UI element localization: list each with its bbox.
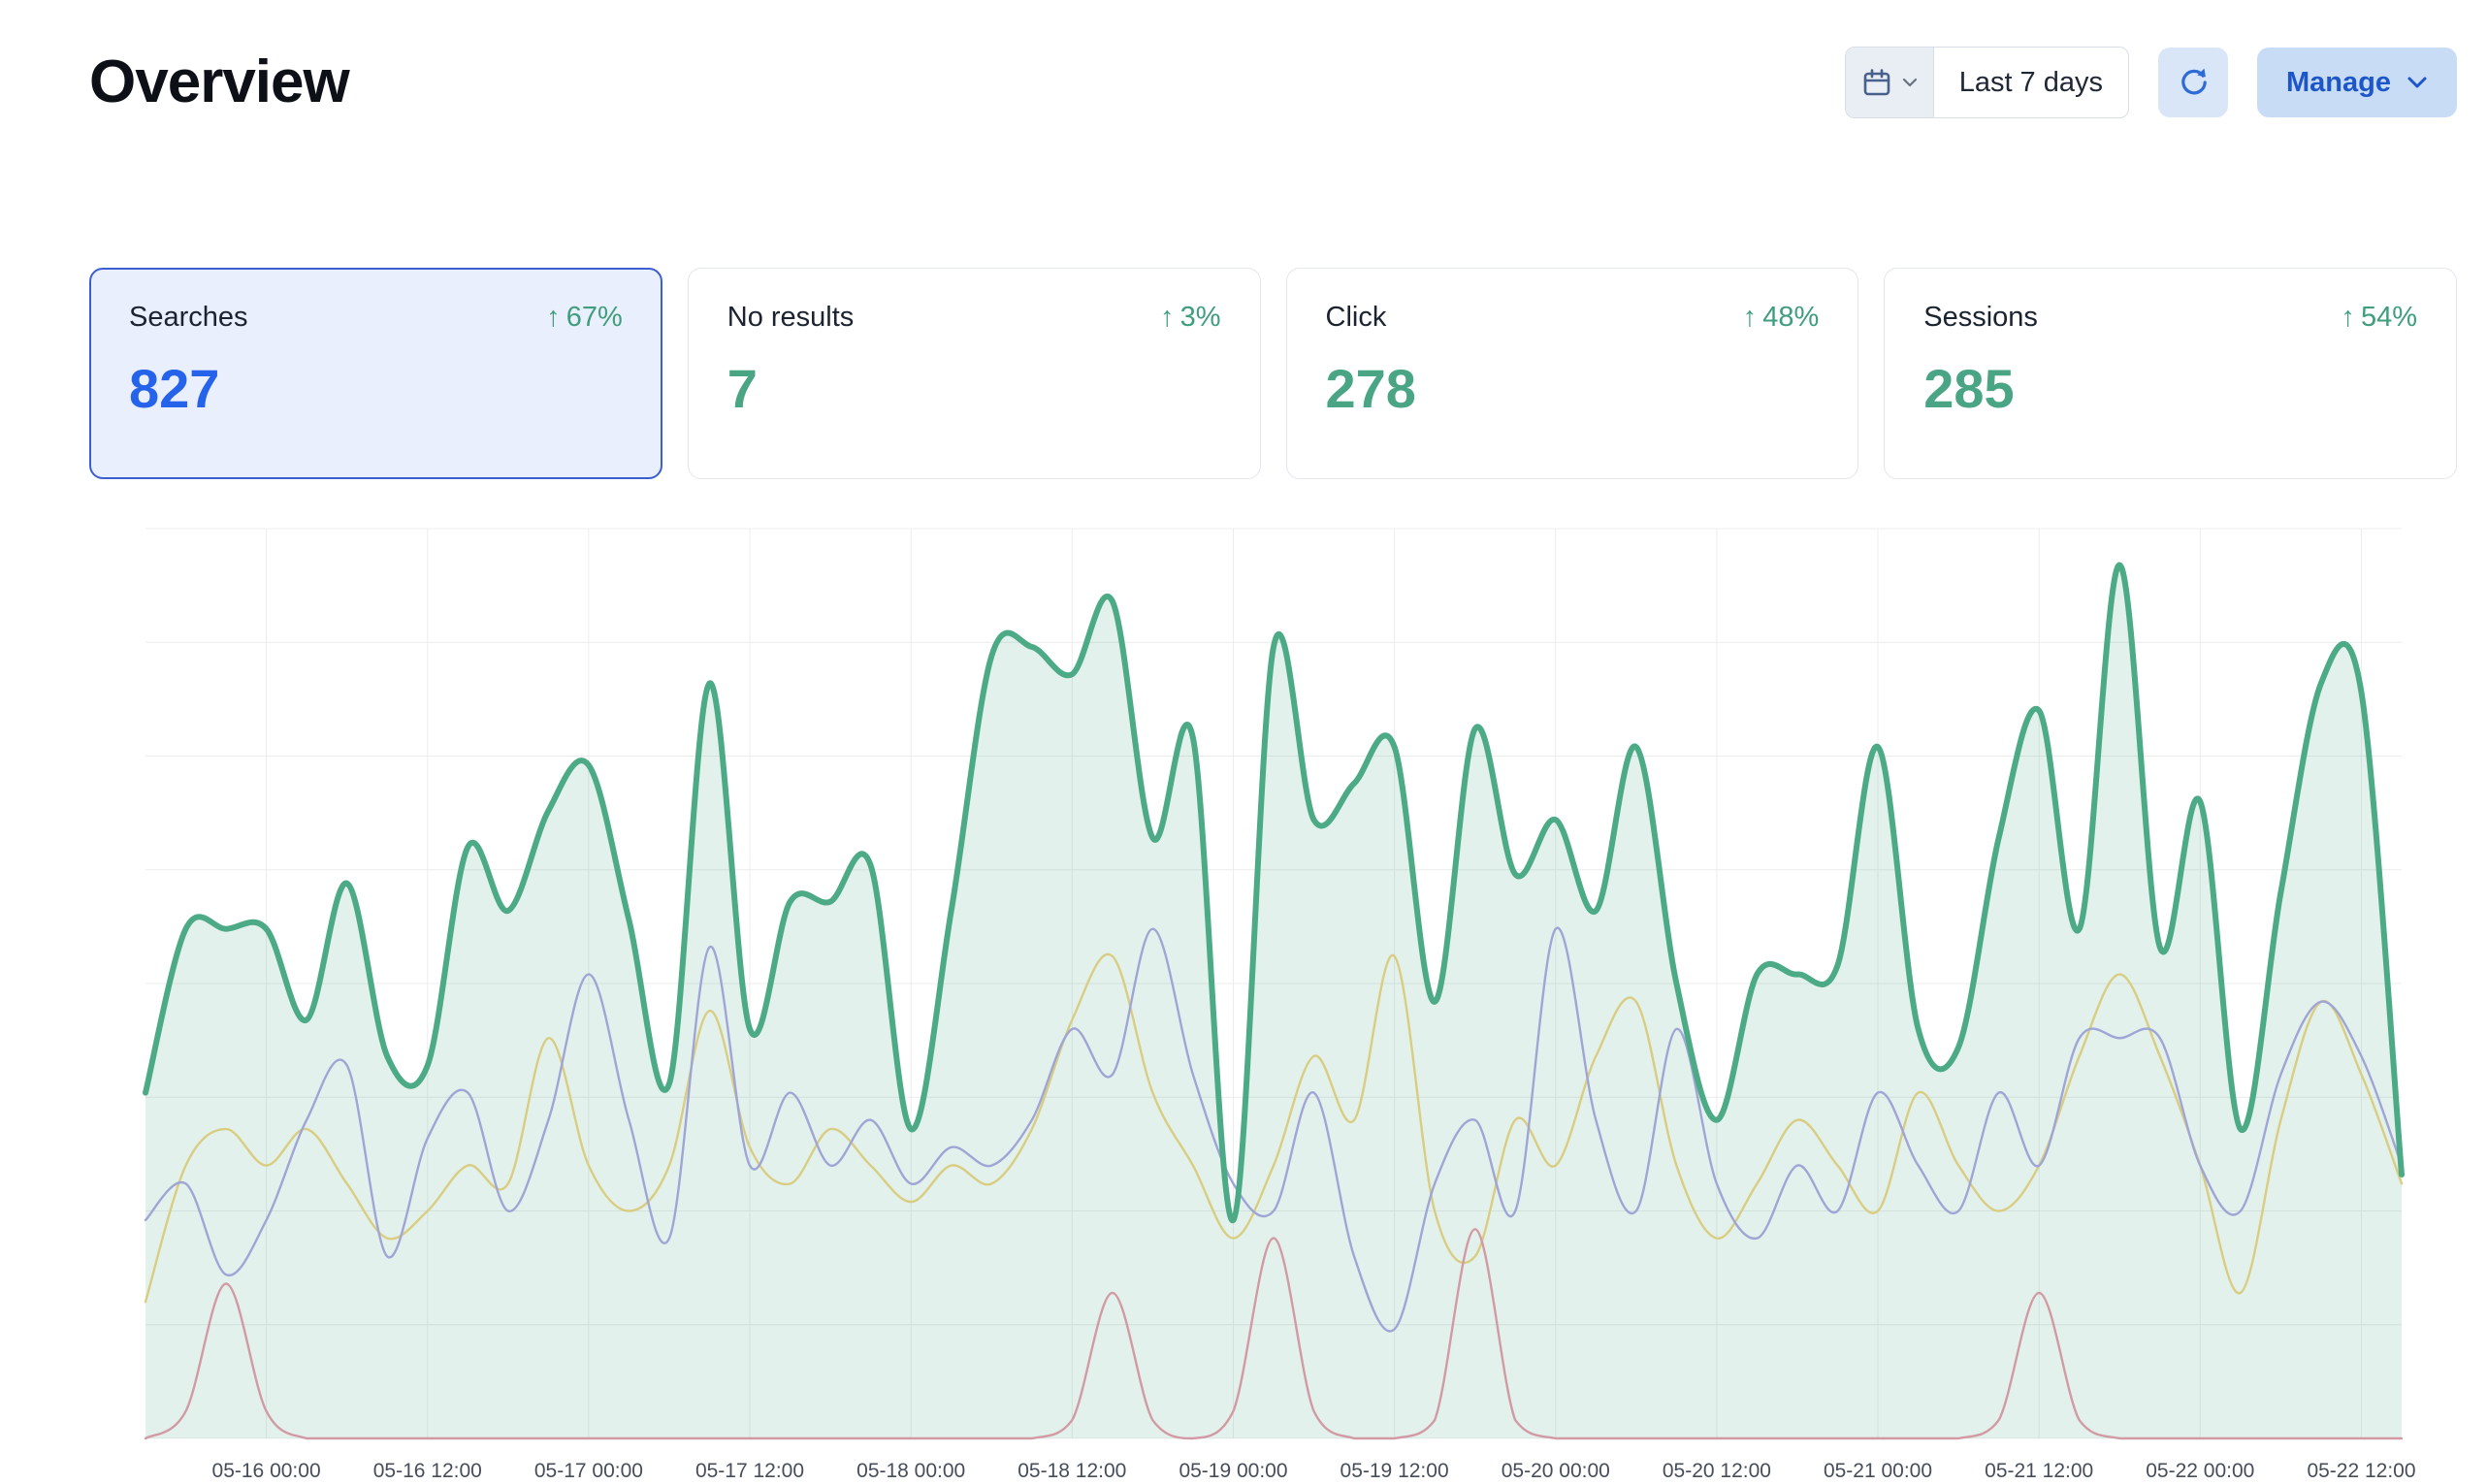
toolbar: Last 7 days Manage <box>1844 47 2457 118</box>
stat-card-sessions[interactable]: Sessions ↑ 54% 285 <box>1884 268 2457 479</box>
stat-card-searches[interactable]: Searches ↑ 67% 827 <box>89 268 662 479</box>
x-axis-tick-label: 05-21 12:00 <box>1985 1460 2093 1482</box>
trend-up-icon: ↑ <box>546 302 561 333</box>
trend-up-icon: ↑ <box>1742 302 1758 333</box>
page-title: Overview <box>89 48 350 115</box>
x-axis-tick-label: 05-18 12:00 <box>1017 1460 1126 1482</box>
series-area-Searches <box>145 565 2402 1438</box>
x-axis-tick-label: 05-22 12:00 <box>2307 1460 2415 1482</box>
stat-cards: Searches ↑ 67% 827 No results ↑ 3% 7 Cli… <box>0 268 2487 479</box>
x-axis-tick-label: 05-17 00:00 <box>534 1460 643 1482</box>
stat-card-delta: ↑ 48% <box>1743 302 1820 334</box>
x-axis-tick-label: 05-22 00:00 <box>2146 1460 2254 1482</box>
x-axis-tick-label: 05-19 12:00 <box>1340 1460 1449 1482</box>
x-axis-tick-label: 05-20 12:00 <box>1663 1460 1771 1482</box>
x-axis-tick-label: 05-19 00:00 <box>1179 1460 1287 1482</box>
stat-card-label: Click <box>1325 302 1387 333</box>
date-range-picker[interactable]: Last 7 days <box>1844 47 2130 118</box>
refresh-button[interactable] <box>2158 48 2229 117</box>
x-axis-tick-label: 05-16 00:00 <box>212 1460 321 1482</box>
calendar-icon <box>1861 67 1892 98</box>
stat-card-label: Searches <box>129 302 248 333</box>
series-line-Sessions <box>144 926 2404 1333</box>
analytics-chart: 05-16 00:00 05-16 12:00 05-17 00:00 05-17 1… <box>143 528 2416 1482</box>
stat-card-label: Sessions <box>1923 302 2038 333</box>
chart-container: 05-16 00:00 05-16 12:00 05-17 00:00 05-17 1… <box>143 528 2487 1484</box>
chevron-down-icon <box>1902 78 1918 87</box>
stat-card-value: 278 <box>1325 358 1416 419</box>
x-axis-labels: 05-16 00:00 05-16 12:00 05-17 00:00 05-17 1… <box>212 1460 2416 1482</box>
date-range-calendar-button[interactable] <box>1845 48 1934 117</box>
stat-card-label: No results <box>727 302 855 333</box>
manage-button[interactable]: Manage <box>2257 48 2457 117</box>
stat-card-value: 7 <box>727 358 758 419</box>
x-axis-tick-label: 05-17 12:00 <box>695 1460 804 1482</box>
date-range-label[interactable]: Last 7 days <box>1958 66 2104 98</box>
series-line-No results <box>144 1228 2404 1440</box>
page-header: Overview Last 7 days <box>0 0 2487 120</box>
stat-card-delta-value: 3% <box>1179 302 1221 333</box>
stat-card-value: 285 <box>1923 358 2015 419</box>
series-line-Searches <box>143 562 2405 1223</box>
stat-card-delta: ↑ 3% <box>1160 302 1220 334</box>
stat-card-delta-value: 54% <box>2360 302 2417 333</box>
trend-up-icon: ↑ <box>2341 302 2355 333</box>
stat-card-delta: ↑ 54% <box>2341 302 2417 334</box>
x-axis-tick-label: 05-16 12:00 <box>373 1460 482 1482</box>
stat-card-delta-value: 67% <box>565 302 623 333</box>
refresh-icon <box>2176 65 2211 100</box>
trend-up-icon: ↑ <box>1160 302 1175 333</box>
x-axis-tick-label: 05-18 00:00 <box>856 1460 965 1482</box>
stat-card-click[interactable]: Click ↑ 48% 278 <box>1285 268 1859 479</box>
x-axis-tick-label: 05-21 00:00 <box>1824 1460 1932 1482</box>
stat-card-delta: ↑ 67% <box>546 302 623 334</box>
chevron-down-icon <box>2406 76 2428 89</box>
stat-card-value: 827 <box>129 358 220 419</box>
manage-button-label: Manage <box>2286 66 2391 98</box>
stat-card-delta-value: 48% <box>1762 302 1820 333</box>
stat-card-no-results[interactable]: No results ↑ 3% 7 <box>687 268 1261 479</box>
x-axis-tick-label: 05-20 00:00 <box>1502 1460 1610 1482</box>
